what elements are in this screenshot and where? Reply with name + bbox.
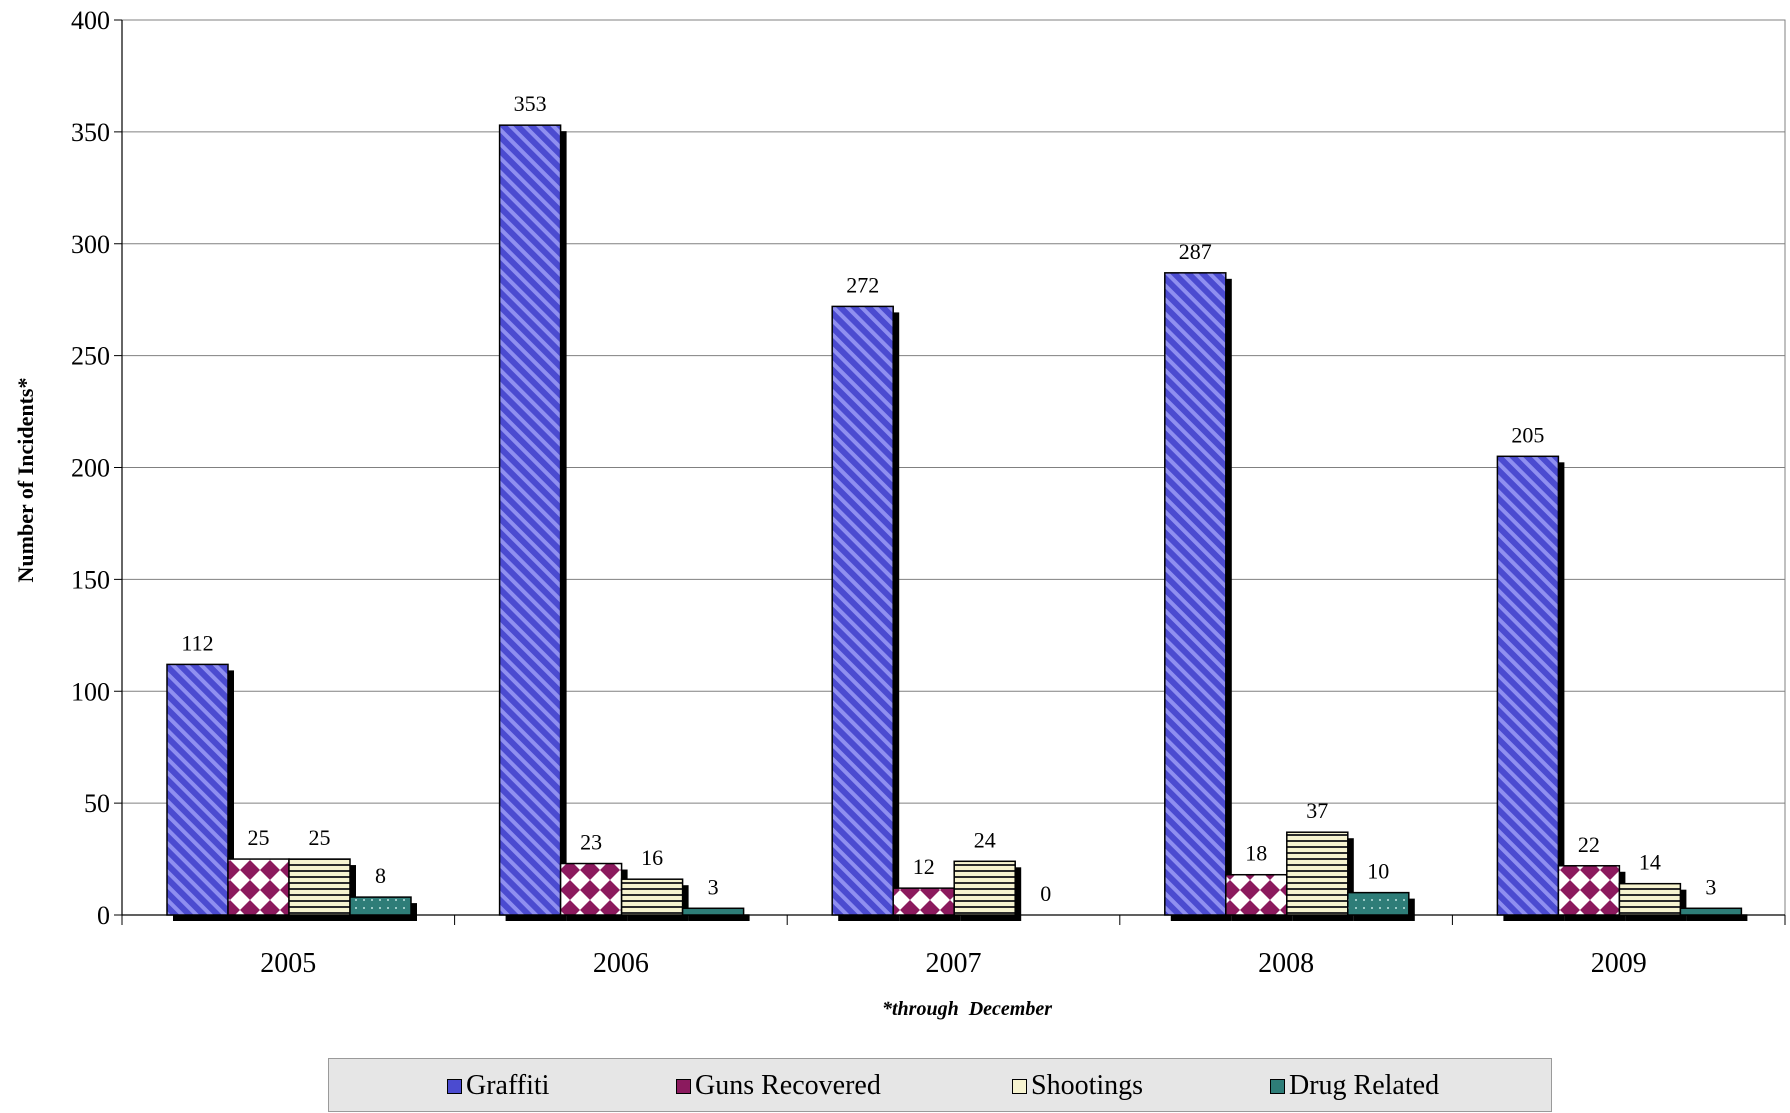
legend-item-shootings: Shootings (1012, 1059, 1143, 1113)
bar-drug-related (1679, 907, 1743, 916)
y-tick-label: 150 (71, 565, 110, 594)
bar-shootings (1286, 831, 1349, 916)
bar-shootings (1618, 882, 1682, 916)
legend-label: Guns Recovered (695, 1070, 881, 1101)
legend: Graffiti Guns Recovered Shootings Drug Rela… (328, 1058, 1552, 1112)
bar-guns-recovered (559, 862, 623, 916)
y-tick-label: 0 (97, 901, 110, 930)
data-label: 353 (514, 91, 547, 116)
data-label: 0 (1040, 881, 1051, 906)
data-label: 18 (1245, 841, 1267, 866)
bars (166, 124, 1748, 922)
data-label: 23 (580, 830, 602, 855)
data-label: 112 (181, 630, 213, 655)
data-label: 14 (1639, 850, 1661, 875)
x-tick-label: 2007 (926, 948, 982, 979)
footnote: *through December (882, 998, 1052, 1020)
bar-shootings (953, 860, 1016, 916)
legend-item-graffiti: Graffiti (447, 1059, 549, 1113)
legend-swatch (1270, 1078, 1285, 1094)
data-label: 287 (1179, 239, 1212, 264)
x-tick-label: 2009 (1591, 948, 1647, 979)
data-label: 25 (309, 825, 331, 850)
bar-guns-recovered (1557, 865, 1621, 916)
data-label: 8 (375, 863, 386, 888)
legend-swatch (1012, 1078, 1027, 1094)
data-label: 37 (1306, 798, 1328, 823)
bar-graffiti (831, 305, 894, 916)
data-label: 10 (1367, 859, 1389, 884)
bar-guns-recovered (227, 858, 290, 916)
bar-graffiti (166, 663, 229, 916)
y-tick-label: 250 (71, 342, 110, 371)
x-tick-label: 2008 (1258, 948, 1314, 979)
legend-label: Shootings (1031, 1070, 1144, 1101)
legend-item-drug-related: Drug Related (1270, 1059, 1439, 1113)
y-tick-label: 200 (71, 454, 110, 483)
bar-guns-recovered (1225, 873, 1288, 916)
data-label: 12 (913, 854, 935, 879)
legend-swatch (447, 1078, 462, 1094)
data-label: 25 (248, 825, 270, 850)
data-label: 22 (1578, 832, 1600, 857)
data-labels: 112 353 272 287 205 25 23 12 18 22 25 16 24 37 14 8 3 0 10… (181, 91, 1716, 906)
bar-graffiti (1164, 272, 1227, 916)
data-label: 3 (708, 874, 719, 899)
y-axis-title: Number of Incidents* (13, 378, 38, 583)
x-tick-label: 2005 (260, 948, 316, 979)
bar-shadow (1686, 914, 1748, 921)
y-tick-label: 100 (71, 677, 110, 706)
bar-graffiti (1496, 455, 1560, 916)
bar-drug-related (349, 896, 412, 916)
y-tick-label: 400 (71, 6, 110, 35)
legend-label: Graffiti (466, 1070, 550, 1101)
legend-swatch (676, 1078, 691, 1094)
bar-drug-related (681, 907, 745, 916)
x-tick-label: 2006 (593, 948, 649, 979)
bar-shadow (688, 914, 750, 921)
data-label: 272 (846, 272, 879, 297)
y-tick-label: 50 (84, 789, 110, 818)
bar-drug-related (1347, 891, 1410, 916)
y-tick-label: 350 (71, 118, 110, 147)
bar-graffiti (498, 124, 562, 916)
data-label: 16 (641, 845, 663, 870)
y-tick-label: 300 (71, 230, 110, 259)
legend-item-guns-recovered: Guns Recovered (676, 1059, 881, 1113)
data-label: 3 (1705, 874, 1716, 899)
legend-label: Drug Related (1289, 1070, 1440, 1101)
bar-shootings (288, 858, 351, 916)
data-label: 205 (1511, 422, 1544, 447)
bar-guns-recovered (892, 887, 955, 916)
data-label: 24 (974, 827, 996, 852)
bar-shootings (620, 878, 684, 916)
